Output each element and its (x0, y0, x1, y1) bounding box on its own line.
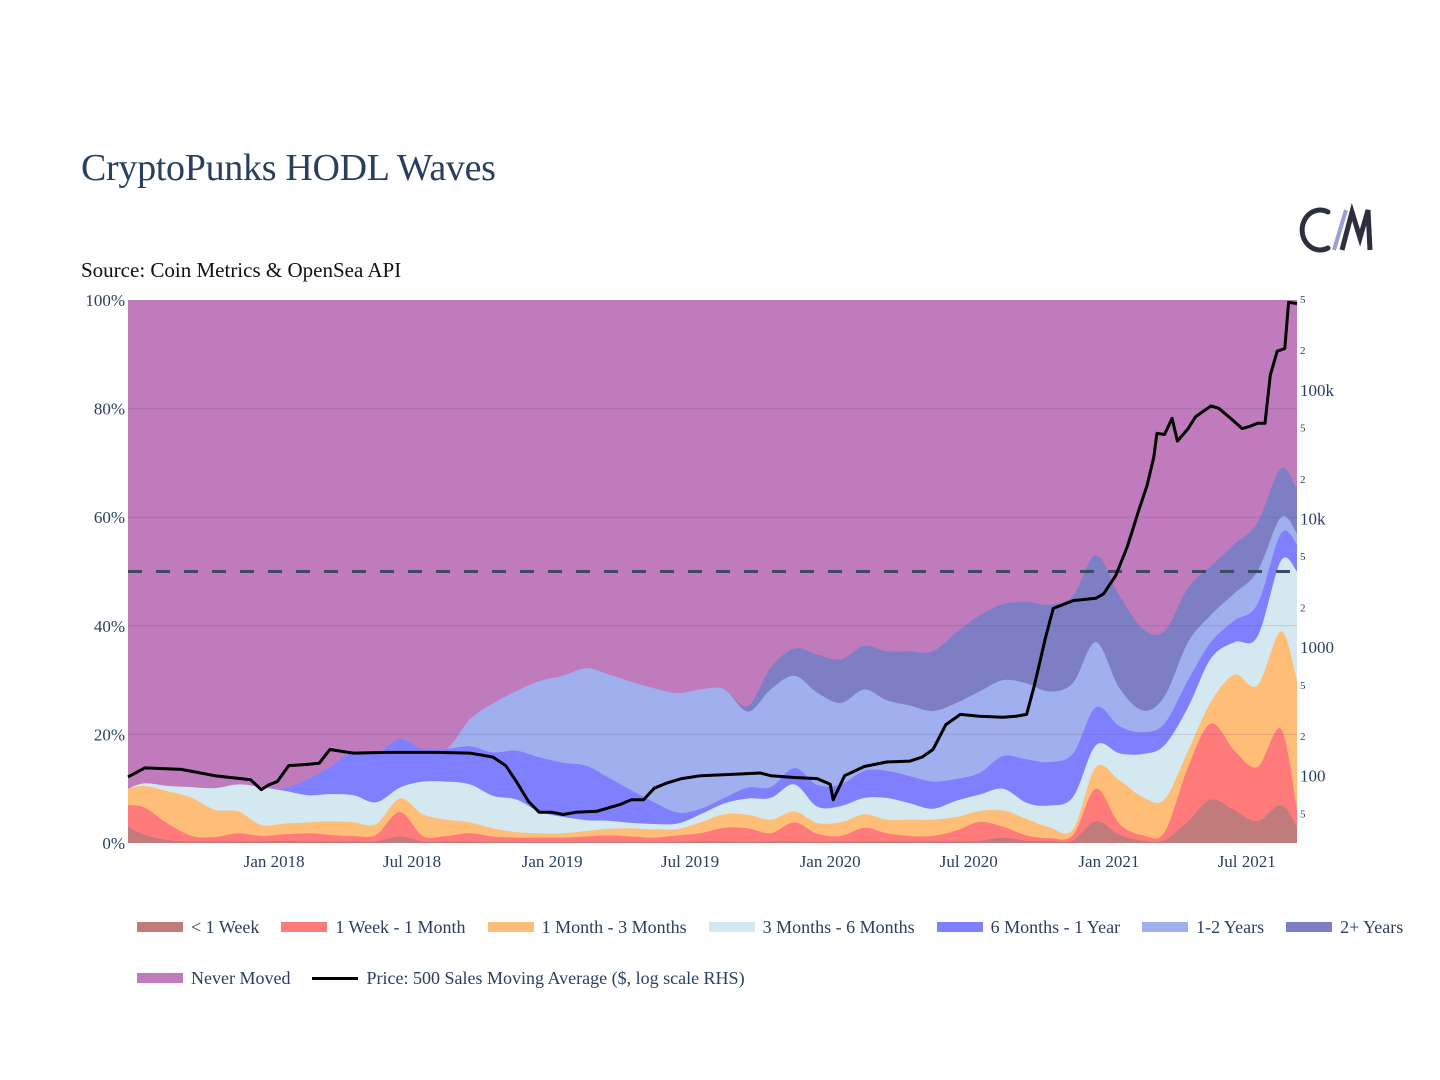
x-tick-label: Jul 2021 (1218, 852, 1276, 871)
legend-color-swatch (1142, 922, 1189, 932)
y-right-tick-label: 5 (1300, 423, 1306, 435)
legend-color-swatch (137, 973, 183, 983)
y-right-tick-label: 100k (1300, 381, 1335, 400)
legend-line-swatch (312, 976, 359, 980)
price-line (127, 300, 1298, 816)
legend-label: 1 Week - 1 Month (335, 916, 466, 937)
legend-label: 2+ Years (1340, 916, 1404, 937)
x-tick-label: Jan 2018 (244, 852, 305, 871)
legend-item[interactable]: 1 Week - 1 Month (281, 916, 466, 938)
legend-label: 1-2 Years (1196, 916, 1265, 937)
y-right-tick-label: 2 (1300, 345, 1306, 357)
x-tick-label: Jan 2020 (800, 852, 861, 871)
legend-label: 6 Months - 1 Year (990, 916, 1121, 937)
legend-label: Never Moved (191, 967, 291, 988)
legend-item[interactable]: Price: 500 Sales Moving Average ($, log … (312, 967, 745, 989)
price-line-group (127, 300, 1298, 816)
y-left-tick-label: 0% (102, 834, 125, 853)
y-left-tick-label: 100% (85, 291, 125, 310)
legend-color-swatch (281, 922, 328, 932)
legend-row-2: Never Moved Price: 500 Sales Moving Avera… (137, 963, 1397, 993)
legend-color-swatch (708, 922, 755, 932)
x-tick-label: Jan 2021 (1078, 852, 1139, 871)
y-right-tick-label: 10k (1300, 510, 1326, 529)
y-left-tick-label: 80% (94, 400, 125, 419)
legend-color-swatch (137, 922, 183, 932)
legend-item[interactable]: 3 Months - 6 Months (708, 916, 915, 938)
gridlines (128, 408, 1297, 735)
legend-item[interactable]: 6 Months - 1 Year (936, 916, 1121, 938)
y-right-tick-label: 5 (1300, 294, 1306, 306)
legend: < 1 Week 1 Week - 1 Month 1 Month - 3 Mont… (137, 912, 1403, 1014)
y-axis-right: 5 100 2 5 1000 2 5 10k 2 5 100k 2 5 (1300, 294, 1335, 820)
legend-color-swatch (1286, 922, 1333, 932)
y-right-tick-label: 100 (1300, 767, 1326, 786)
x-tick-label: Jul 2020 (940, 852, 998, 871)
legend-item[interactable]: 1 Month - 3 Months (487, 916, 687, 938)
area-6-months-1-year (128, 530, 1297, 843)
area--1-week (128, 799, 1297, 843)
x-tick-label: Jul 2019 (661, 852, 719, 871)
legend-item[interactable]: 1-2 Years (1142, 917, 1264, 938)
y-right-tick-label: 2 (1300, 474, 1306, 486)
legend-label: 3 Months - 6 Months (762, 916, 915, 937)
y-left-tick-label: 20% (94, 725, 125, 744)
x-tick-label: Jul 2018 (383, 852, 441, 871)
y-right-tick-label: 5 (1300, 808, 1306, 820)
legend-item[interactable]: Never Moved (137, 968, 290, 989)
y-right-tick-label: 1000 (1300, 638, 1334, 657)
y-right-tick-label: 2 (1300, 602, 1306, 614)
legend-color-swatch (936, 922, 983, 932)
area-layers (128, 300, 1297, 843)
y-axis-left: 0% 20% 40% 60% 80% 100% (85, 291, 125, 853)
legend-label: 1 Month - 3 Months (541, 916, 687, 937)
legend-item[interactable]: 2+ Years (1286, 917, 1403, 938)
legend-label: < 1 Week (191, 916, 260, 937)
y-right-tick-label: 2 (1300, 731, 1306, 743)
legend-label: Price: 500 Sales Moving Average ($, log … (366, 967, 745, 988)
chart-title: CryptoPunks HODL Waves (81, 147, 496, 189)
y-left-tick-label: 60% (94, 508, 125, 527)
y-right-tick-label: 5 (1300, 680, 1306, 692)
legend-color-swatch (487, 922, 534, 932)
y-left-tick-label: 40% (94, 617, 125, 636)
y-right-tick-label: 5 (1300, 551, 1306, 563)
chart-source: Source: Coin Metrics & OpenSea API (81, 258, 402, 282)
coin-metrics-logo-icon (1299, 202, 1373, 253)
legend-item[interactable]: < 1 Week (137, 917, 259, 938)
legend-row-1: < 1 Week 1 Week - 1 Month 1 Month - 3 Mont… (137, 912, 1403, 942)
x-axis: Jan 2018 Jul 2018 Jan 2019 Jul 2019 Jan 2020… (244, 852, 1276, 871)
x-tick-label: Jan 2019 (522, 852, 583, 871)
